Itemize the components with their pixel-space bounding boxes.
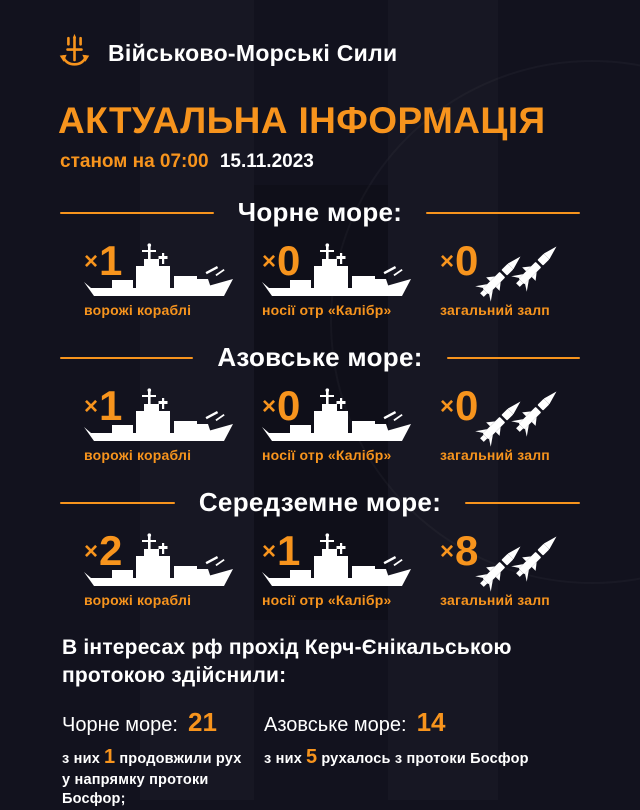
stat-total-salvo: × 0 загальний залп [414, 240, 592, 318]
stat-value: × 1 [84, 382, 123, 429]
section-azov-sea: Азовське море: × 1 ворожі кораблі × 0 носі… [0, 342, 640, 463]
stat-value: × 0 [440, 237, 479, 284]
stat-value: × 1 [262, 527, 301, 574]
kerch-passage-section: В інтересах рф прохід Керч-Єнікальською … [0, 634, 640, 810]
section-rule-right [446, 356, 581, 359]
stat-value: × 0 [262, 382, 301, 429]
note-count: 5 [305, 745, 318, 768]
stat-total-salvo: × 8 загальний залп [414, 530, 592, 608]
missiles-icon [468, 226, 564, 304]
passage-black-sea: Чорне море: 21 з них 1 продовжили рух у на… [62, 707, 264, 810]
stat-label: ворожі кораблі [84, 447, 192, 463]
stat-value: × 2 [84, 527, 123, 574]
stat-label: ворожі кораблі [84, 592, 192, 608]
stat-multiplier: × [84, 538, 99, 565]
stat-multiplier: × [262, 393, 277, 420]
passage-total: 14 [416, 706, 446, 737]
stat-label: носії отр «Калібр» [262, 592, 392, 608]
passage-note: з них 1 продовжили рух у напрямку протоки … [62, 745, 242, 808]
stat-multiplier: × [262, 248, 277, 275]
page-title: АКТУАЛЬНА ІНФОРМАЦІЯ [58, 100, 546, 141]
passage-sea-name: Азовське море: [264, 713, 407, 736]
passage-sea-name: Чорне море: [62, 713, 178, 736]
section-header: Азовське море: [0, 342, 640, 373]
section-header: Чорне море: [0, 197, 640, 228]
brand-name: Військово-Морські Сили [108, 39, 398, 66]
section-black-sea: Чорне море: × 1 ворожі кораблі × 0 носії о… [0, 197, 640, 318]
stat-multiplier: × [440, 393, 455, 420]
stat-multiplier: × [262, 538, 277, 565]
passage-intro: В інтересах рф прохід Керч-Єнікальською … [62, 636, 512, 688]
stat-multiplier: × [440, 538, 455, 565]
navy-header: Військово-Морські Сили [0, 0, 640, 73]
stat-multiplier: × [84, 248, 99, 275]
passage-azov-sea: Азовське море: 14 з них 5 рухалось з прото… [264, 707, 529, 810]
passage-columns: Чорне море: 21 з них 1 продовжили рух у на… [62, 707, 640, 810]
stat-label: загальний залп [440, 592, 550, 608]
section-title: Середземне море: [198, 487, 442, 517]
stats-row: × 1 ворожі кораблі × 0 носії отр «Калібр» … [0, 385, 640, 463]
stat-enemy-ships: × 1 ворожі кораблі [58, 385, 236, 463]
section-rule-left [60, 501, 175, 504]
stat-kalibr-carriers: × 1 носії отр «Калібр» [236, 530, 414, 608]
stat-value: × 1 [84, 237, 123, 284]
stats-row: × 2 ворожі кораблі × 1 носії отр «Калібр» … [0, 530, 640, 608]
section-rule-left [60, 211, 214, 214]
stat-label: загальний залп [440, 447, 550, 463]
stat-value: × 8 [440, 527, 479, 574]
section-title: Чорне море: [237, 197, 403, 227]
passage-note: з них 5 рухалось з протоки Босфор [264, 745, 529, 768]
missiles-icon [468, 371, 564, 449]
section-rule-left [60, 356, 194, 359]
stat-kalibr-carriers: × 0 носії отр «Калібр» [236, 240, 414, 318]
stat-multiplier: × [84, 393, 99, 420]
stat-kalibr-carriers: × 0 носії отр «Калібр» [236, 385, 414, 463]
stat-label: носії отр «Калібр» [262, 302, 392, 318]
missiles-icon [468, 516, 564, 594]
stat-label: загальний залп [440, 302, 550, 318]
navy-anchor-trident-icon [59, 33, 90, 66]
passage-total: 21 [187, 706, 217, 737]
stat-label: носії отр «Калібр» [262, 447, 392, 463]
status-date: 15.11.2023 [219, 151, 314, 172]
section-mediterranean-sea: Середземне море: × 2 ворожі кораблі × 1 но… [0, 487, 640, 608]
stat-label: ворожі кораблі [84, 302, 192, 318]
stat-enemy-ships: × 1 ворожі кораблі [58, 240, 236, 318]
section-header: Середземне море: [0, 487, 640, 518]
section-rule-right [426, 211, 580, 214]
stat-enemy-ships: × 2 ворожі кораблі [58, 530, 236, 608]
note-count: 1 [103, 745, 116, 768]
section-title: Азовське море: [217, 342, 423, 372]
stat-multiplier: × [440, 248, 455, 275]
status-as-of: станом на 07:00 [60, 151, 209, 172]
status-line: станом на 07:00 15.11.2023 [60, 151, 640, 173]
section-rule-right [465, 501, 581, 504]
stat-value: × 0 [262, 237, 301, 284]
stat-total-salvo: × 0 загальний залп [414, 385, 592, 463]
stat-value: × 0 [440, 382, 479, 429]
stats-row: × 1 ворожі кораблі × 0 носії отр «Калібр» … [0, 240, 640, 318]
